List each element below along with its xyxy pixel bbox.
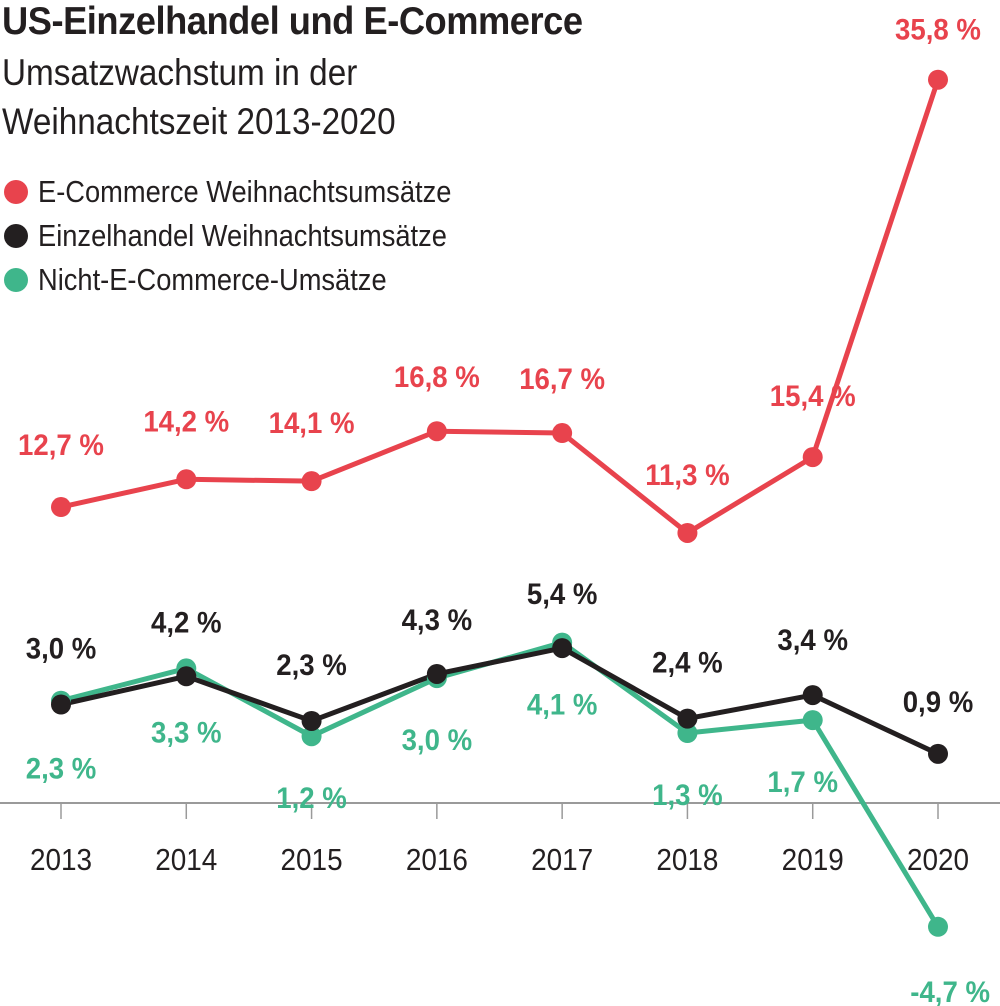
series-lines — [60, 78, 941, 929]
legend-label: E-Commerce Weihnachtsumsätze — [38, 174, 452, 209]
data-point — [51, 497, 71, 518]
data-label: 14,2 % — [143, 405, 229, 438]
data-point — [552, 423, 573, 444]
legend-label: Nicht-E-Commerce-Umsätze — [38, 262, 387, 297]
data-point — [802, 685, 823, 706]
legend-item-nicht-ecommerce: Nicht-E-Commerce-Umsätze — [4, 258, 508, 302]
data-point — [426, 421, 447, 442]
data-point — [552, 638, 573, 659]
data-point — [928, 69, 948, 90]
data-point — [802, 710, 823, 731]
chart-subtitle-line-2: Weihnachtszeit 2013-2020 — [2, 101, 396, 142]
legend-item-einzelhandel: Einzelhandel Weihnachtsumsätze — [4, 214, 508, 258]
data-point — [677, 723, 698, 744]
x-tick-label: 2015 — [281, 843, 343, 878]
data-label: 1,3 % — [652, 779, 723, 812]
x-tick-label: 2014 — [155, 843, 217, 878]
x-tick-label: 2017 — [531, 843, 593, 878]
data-label: 3,0 % — [402, 724, 473, 757]
data-point — [928, 743, 948, 764]
chart-subtitle-line-1: Umsatzwachstum in der — [2, 52, 358, 93]
data-labels: 2,3 % 3,3 % 1,2 % 3,0 % 4,1 % 1,3 % 1,7 % -4,7 … — [18, 14, 990, 1006]
data-label: 16,8 % — [394, 361, 480, 394]
data-label: 3,4 % — [777, 624, 848, 657]
data-label: 5,4 % — [527, 578, 598, 611]
data-label: 16,7 % — [519, 363, 605, 396]
data-point — [802, 447, 823, 468]
data-label: 14,1 % — [269, 407, 355, 440]
chart-title: US-Einzelhandel und E-Commerce — [2, 0, 583, 43]
data-point — [301, 726, 322, 747]
series-line-1 — [60, 645, 940, 757]
data-label: -4,7 % — [910, 976, 990, 1006]
data-label: 2,3 % — [276, 649, 347, 682]
data-point — [928, 916, 948, 937]
x-tick-label: 2013 — [30, 843, 92, 878]
legend-dot-icon — [4, 224, 28, 248]
series-line-0 — [60, 78, 941, 536]
data-label: 11,3 % — [645, 459, 729, 492]
data-label: 4,2 % — [151, 606, 222, 639]
data-point — [51, 694, 71, 715]
data-point — [301, 471, 322, 492]
data-point — [677, 708, 698, 729]
data-point — [176, 469, 197, 490]
legend-dot-icon — [4, 180, 28, 204]
data-label: 4,1 % — [527, 689, 598, 722]
x-tick-label: 2020 — [907, 843, 969, 878]
series-points — [51, 69, 948, 937]
data-label: 2,3 % — [26, 753, 97, 786]
data-point — [426, 663, 447, 684]
x-tick-label: 2018 — [656, 843, 718, 878]
data-label: 0,9 % — [903, 686, 974, 719]
legend-dot-icon — [4, 268, 28, 292]
data-label: 3,3 % — [151, 716, 222, 749]
data-point — [176, 666, 197, 687]
x-tick-label: 2016 — [406, 843, 468, 878]
legend-label: Einzelhandel Weihnachtsumsätze — [38, 218, 447, 253]
data-label: 3,0 % — [26, 632, 97, 665]
data-label: 1,2 % — [276, 782, 347, 815]
data-label: 15,4 % — [770, 380, 856, 413]
data-point — [301, 710, 322, 731]
data-label: 1,7 % — [767, 766, 838, 799]
data-label: 2,4 % — [652, 647, 723, 680]
legend: E-Commerce Weihnachtsumsätze Einzelhande… — [4, 170, 508, 302]
data-point — [677, 522, 698, 543]
data-label: 35,8 % — [895, 14, 981, 47]
legend-item-ecommerce: E-Commerce Weihnachtsumsätze — [4, 170, 508, 214]
x-tick-label: 2019 — [782, 843, 844, 878]
x-axis: 2013 2014 2015 2016 2017 2018 2019 2020 — [0, 802, 1000, 878]
data-label: 12,7 % — [18, 429, 104, 462]
data-label: 4,3 % — [402, 604, 473, 637]
